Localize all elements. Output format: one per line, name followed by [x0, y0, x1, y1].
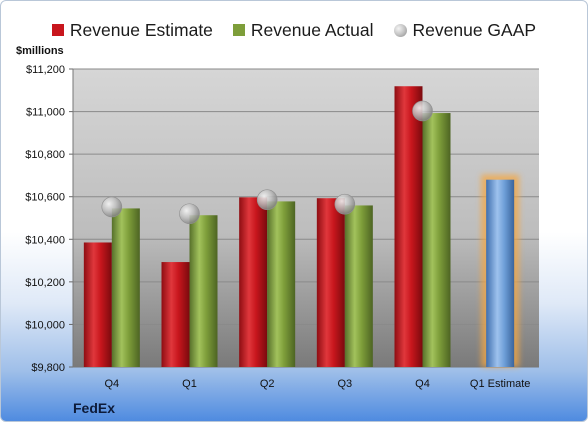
- company-name: FedEx: [73, 400, 116, 416]
- y-tick-label: $11,200: [26, 64, 65, 76]
- legend-item-estimate: Revenue Estimate: [51, 19, 213, 41]
- bar-revenue-estimate: [394, 86, 423, 368]
- bar-revenue-estimate: [83, 242, 112, 367]
- y-tick-label: $10,800: [25, 149, 65, 161]
- legend: Revenue Estimate Revenue Actual Revenue …: [1, 17, 587, 43]
- x-tick-label: Q4: [104, 378, 119, 390]
- bar-revenue-estimate: [239, 197, 268, 367]
- y-tick-label: $10,000: [25, 319, 65, 331]
- point-revenue-gaap: [179, 203, 200, 225]
- legend-swatch-actual: [232, 24, 245, 36]
- legend-swatch-estimate: [51, 24, 64, 36]
- bar-revenue-actual: [267, 201, 296, 367]
- y-tick-label: $10,400: [25, 234, 65, 246]
- legend-label-gaap: Revenue GAAP: [412, 19, 537, 40]
- bar-revenue-estimate: [316, 198, 345, 367]
- bar-revenue-actual: [111, 208, 140, 367]
- bar-revenue-estimate: [161, 262, 190, 367]
- bar-revenue-actual: [344, 205, 373, 367]
- legend-item-actual: Revenue Actual: [232, 19, 374, 41]
- y-tick-label: $10,600: [25, 192, 65, 204]
- point-revenue-gaap: [412, 100, 433, 122]
- bar-revenue-actual: [422, 113, 451, 367]
- x-tick-label: Q2: [260, 378, 275, 390]
- legend-swatch-gaap: [393, 23, 407, 37]
- legend-label-actual: Revenue Actual: [250, 19, 374, 40]
- y-tick-label: $11,000: [26, 107, 65, 119]
- x-tick-label: Q4: [415, 378, 430, 390]
- x-tick-label: Q3: [337, 378, 352, 390]
- bar-revenue-actual: [189, 215, 218, 367]
- legend-item-gaap: Revenue GAAP: [393, 19, 537, 41]
- point-revenue-gaap: [256, 189, 278, 210]
- y-axis-unit-label: $millions: [16, 45, 64, 57]
- point-revenue-gaap: [101, 196, 123, 218]
- y-tick-label: $10,200: [25, 277, 65, 289]
- x-tick-label: Q1: [182, 378, 197, 390]
- plot-area: [73, 69, 539, 367]
- x-tick-label: Q1 Estimate: [470, 378, 531, 390]
- y-tick-label: $9,800: [31, 362, 65, 374]
- point-revenue-gaap: [334, 193, 356, 215]
- bar-q1-estimate: [486, 179, 515, 367]
- legend-label-estimate: Revenue Estimate: [69, 19, 213, 40]
